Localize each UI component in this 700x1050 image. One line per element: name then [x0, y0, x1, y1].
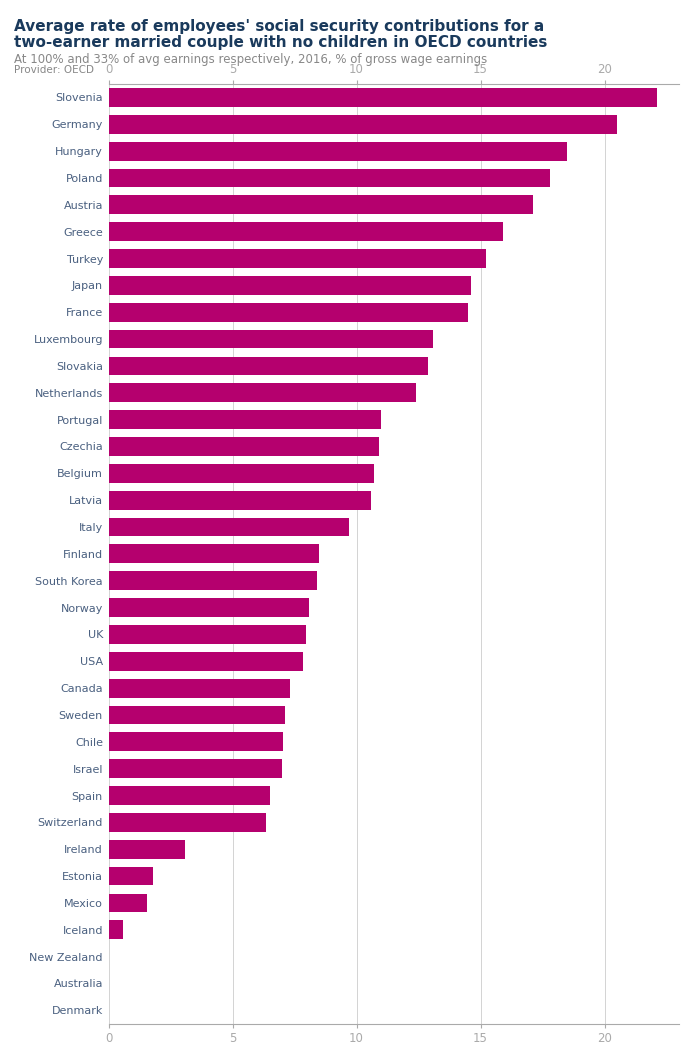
- Bar: [108, 598, 309, 617]
- Bar: [108, 786, 270, 805]
- Bar: [108, 169, 550, 187]
- Bar: [108, 142, 568, 161]
- Bar: [108, 437, 379, 456]
- Bar: [108, 88, 657, 107]
- Bar: [108, 733, 284, 751]
- Bar: [108, 411, 382, 429]
- Bar: [108, 114, 617, 133]
- Text: two-earner married couple with no children in OECD countries: two-earner married couple with no childr…: [14, 35, 547, 49]
- Text: Average rate of employees' social security contributions for a: Average rate of employees' social securi…: [14, 19, 545, 34]
- Bar: [108, 813, 266, 832]
- Text: figure.nz: figure.nz: [603, 15, 667, 27]
- Bar: [108, 302, 468, 321]
- Bar: [108, 545, 319, 563]
- Bar: [108, 330, 433, 349]
- Bar: [108, 464, 374, 483]
- Bar: [108, 866, 153, 885]
- Bar: [108, 840, 186, 859]
- Bar: [108, 652, 303, 671]
- Bar: [108, 195, 533, 214]
- Bar: [108, 678, 290, 697]
- Bar: [108, 383, 416, 402]
- Bar: [108, 518, 349, 537]
- Bar: [108, 490, 372, 509]
- Bar: [108, 894, 147, 912]
- Bar: [108, 249, 486, 268]
- Text: At 100% and 33% of avg earnings respectively, 2016, % of gross wage earnings: At 100% and 33% of avg earnings respecti…: [14, 52, 487, 65]
- Bar: [108, 921, 123, 939]
- Bar: [108, 357, 428, 375]
- Bar: [108, 759, 282, 778]
- Bar: [108, 276, 470, 295]
- Bar: [108, 625, 306, 644]
- Text: Provider: OECD: Provider: OECD: [14, 65, 94, 76]
- Bar: [108, 571, 317, 590]
- Bar: [108, 223, 503, 242]
- Bar: [108, 706, 285, 724]
